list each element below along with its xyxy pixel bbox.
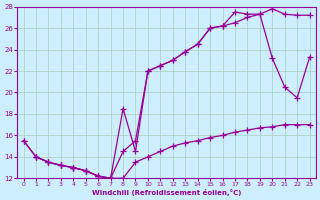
X-axis label: Windchill (Refroidissement éolien,°C): Windchill (Refroidissement éolien,°C) [92,189,241,196]
